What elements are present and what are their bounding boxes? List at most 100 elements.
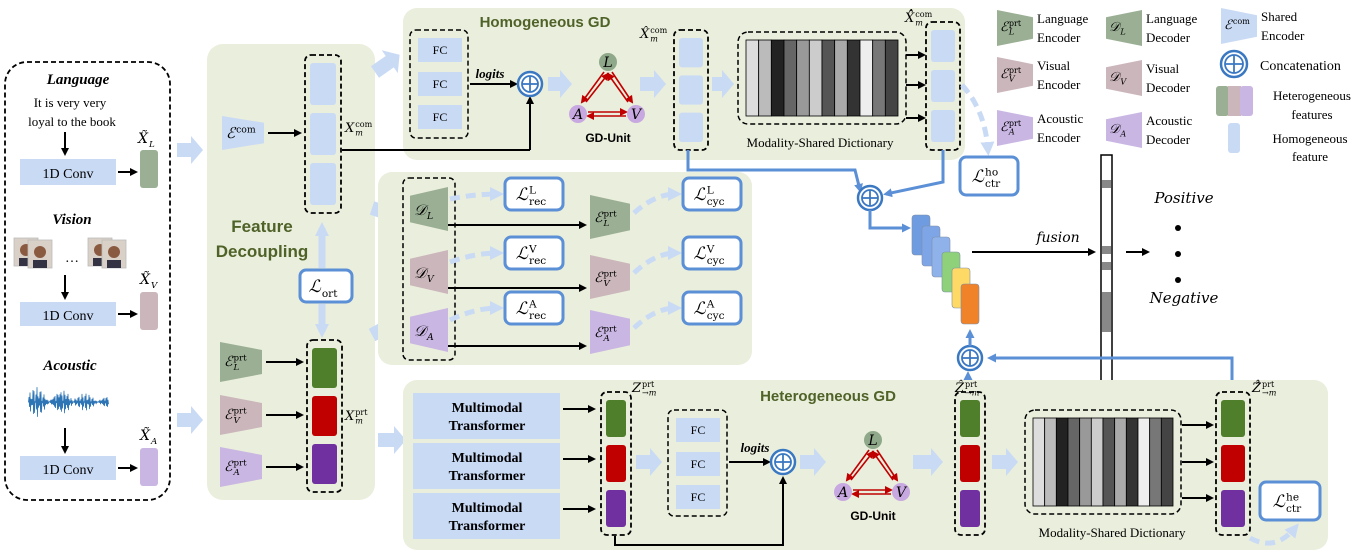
- multimodal-transformer: [413, 443, 560, 489]
- math-base: ℰ: [594, 325, 604, 341]
- gd-edge: [876, 449, 899, 482]
- math-sup: prt: [642, 380, 655, 389]
- gd-edge: [585, 72, 610, 103]
- math-sub: rec: [529, 255, 546, 267]
- legend-language-encoder-icon: [997, 10, 1033, 46]
- language-text: loyal to the book: [28, 114, 116, 129]
- gd-edge: [845, 449, 870, 482]
- feature-vector: [1221, 490, 1245, 527]
- flow-arrow: [712, 70, 734, 98]
- math-base: ℰ: [1000, 20, 1009, 35]
- dictionary-atom: [1079, 417, 1092, 507]
- math-sup: V: [528, 244, 537, 256]
- logits-label: logits: [741, 440, 770, 455]
- math-sub: m: [650, 35, 658, 44]
- conv-box-acoustic: [20, 456, 116, 480]
- acoustic-feature: [140, 448, 158, 486]
- conv-label: 1D Conv: [43, 309, 94, 324]
- math-base: X: [344, 409, 355, 424]
- rec-arrow: [449, 246, 504, 265]
- acoustic-title: Acoustic: [42, 358, 97, 374]
- math-base: 𝒟: [1109, 122, 1122, 137]
- math-sup: ho: [985, 167, 998, 179]
- input-panel: [4, 61, 171, 501]
- face-image-body: [19, 258, 33, 266]
- feature-vector: [312, 348, 337, 388]
- math-base: ℰ: [1000, 67, 1009, 82]
- transformer-label: Multimodal: [452, 501, 523, 516]
- transformer-label: Transformer: [449, 519, 526, 534]
- face-image-body: [93, 258, 107, 266]
- dictionary-atom: [745, 39, 760, 117]
- fc-layer: [418, 105, 462, 129]
- loss-ho-box: [958, 155, 1020, 197]
- dictionary-atom: [796, 39, 810, 117]
- dictionary-atom: [1114, 417, 1127, 507]
- math-sup: prt: [1262, 380, 1275, 389]
- private-enhanced-column: [600, 391, 632, 536]
- dictionary-heterogeneous: [1024, 409, 1182, 515]
- dictionary-atom: [884, 39, 899, 117]
- loss-he-arrow: [1248, 523, 1299, 546]
- dictionary-homogeneous: [737, 31, 907, 125]
- dictionary-atom: [834, 39, 848, 117]
- dictionary-atom: [1044, 417, 1057, 507]
- math-sub: L: [1008, 28, 1014, 37]
- language-text: It is very very: [34, 95, 107, 110]
- legend-shared-encoder-text: Shared: [1261, 9, 1298, 24]
- feature-vector: [606, 445, 626, 482]
- legend-language-decoder-text: Decoder: [1146, 30, 1191, 45]
- math-sub: m: [355, 417, 363, 426]
- transformer-label: Multimodal: [452, 401, 523, 416]
- math-base: 𝒟: [414, 264, 429, 282]
- math-sup: prt: [1009, 119, 1022, 128]
- math-sup: com: [355, 120, 372, 129]
- enhanced-private-column: [954, 391, 986, 536]
- legend-hetero-bar: [1228, 86, 1241, 116]
- negative-label: Negative: [1149, 289, 1219, 307]
- math-sub: A: [232, 468, 239, 478]
- math-sub: ctr: [985, 178, 1001, 190]
- legend-language-decoder-text: Language: [1146, 11, 1197, 26]
- math-sub: L: [232, 363, 239, 373]
- gd-edge: [871, 450, 894, 481]
- math-base: 𝒟: [414, 322, 429, 340]
- math-sub: V: [427, 274, 435, 285]
- legend-visual-encoder-text: Encoder: [1037, 77, 1081, 92]
- math-base: X̂: [639, 26, 650, 42]
- math-sub: rec: [529, 310, 546, 322]
- dictionary-atom: [859, 39, 874, 117]
- flow-arrow-shape: [992, 448, 1018, 476]
- rec-arrow: [449, 187, 504, 202]
- cycle-encoder: [590, 310, 630, 354]
- flow-arrow: [177, 406, 203, 434]
- math-sub: L: [1119, 28, 1125, 37]
- math-base: ℰ: [224, 407, 234, 423]
- flow-arrow: [640, 70, 666, 98]
- math-sub: cyc: [707, 255, 725, 267]
- homogeneous-to-concat: [686, 150, 863, 193]
- math-base: ℰ: [226, 124, 237, 142]
- private-encoder: [220, 395, 262, 435]
- math-sub: cyc: [707, 196, 725, 208]
- feature-vector: [310, 63, 336, 105]
- feature-vector: [679, 112, 703, 142]
- dictionary-label: Modality-Shared Dictionary: [1039, 525, 1186, 540]
- math-sup: com: [650, 26, 667, 35]
- math-base: ℒ: [1273, 492, 1286, 512]
- vision-title: Vision: [52, 212, 91, 228]
- math-sup: L: [529, 185, 536, 197]
- legend-language-encoder-text: Encoder: [1037, 30, 1081, 45]
